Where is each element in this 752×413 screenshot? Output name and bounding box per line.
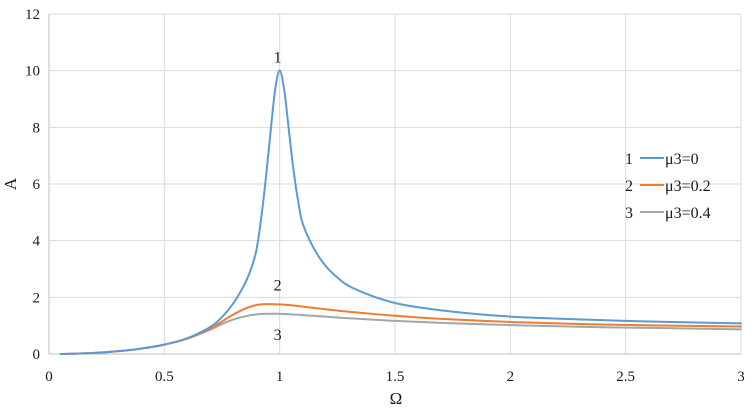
legend-label: μ3=0 bbox=[665, 151, 699, 168]
x-tick-label: 2 bbox=[507, 369, 515, 385]
series-line-2 bbox=[59, 303, 742, 355]
y-axis-label: A bbox=[1, 177, 20, 190]
y-tick-label: 8 bbox=[33, 120, 41, 136]
series-group bbox=[59, 69, 742, 355]
x-axis-label: Ω bbox=[390, 389, 403, 408]
curve-labels: 1 2 3 bbox=[274, 50, 282, 344]
curve-label-3: 3 bbox=[274, 327, 282, 344]
legend-label: μ3=0.2 bbox=[665, 178, 711, 195]
legend-number: 2 bbox=[625, 178, 633, 195]
curve-label-1: 1 bbox=[274, 50, 282, 67]
gridlines bbox=[49, 13, 742, 354]
x-tick-label: 1 bbox=[276, 369, 284, 385]
legend-label: μ3=0.4 bbox=[665, 205, 711, 222]
y-tick-label: 2 bbox=[33, 290, 41, 306]
y-tick-label: 6 bbox=[33, 177, 41, 193]
x-tick-label: 1.5 bbox=[386, 369, 405, 385]
x-tick-label: 0.5 bbox=[155, 369, 174, 385]
x-tick-label: 0 bbox=[45, 369, 53, 385]
legend-number: 3 bbox=[625, 205, 633, 222]
x-tick-label: 3 bbox=[737, 369, 745, 385]
curve-label-2: 2 bbox=[274, 277, 282, 294]
legend: 1 μ3=0 2 μ3=0.2 3 μ3=0.4 bbox=[625, 151, 711, 222]
y-tick-label: 4 bbox=[33, 234, 41, 250]
x-tick-label: 2.5 bbox=[616, 369, 635, 385]
y-tick-label: 12 bbox=[25, 7, 40, 23]
legend-number: 1 bbox=[625, 151, 633, 168]
series-line-1 bbox=[59, 69, 742, 355]
y-tick-label: 0 bbox=[33, 347, 41, 363]
series-line-3 bbox=[59, 312, 742, 355]
y-tick-label: 10 bbox=[25, 64, 40, 80]
